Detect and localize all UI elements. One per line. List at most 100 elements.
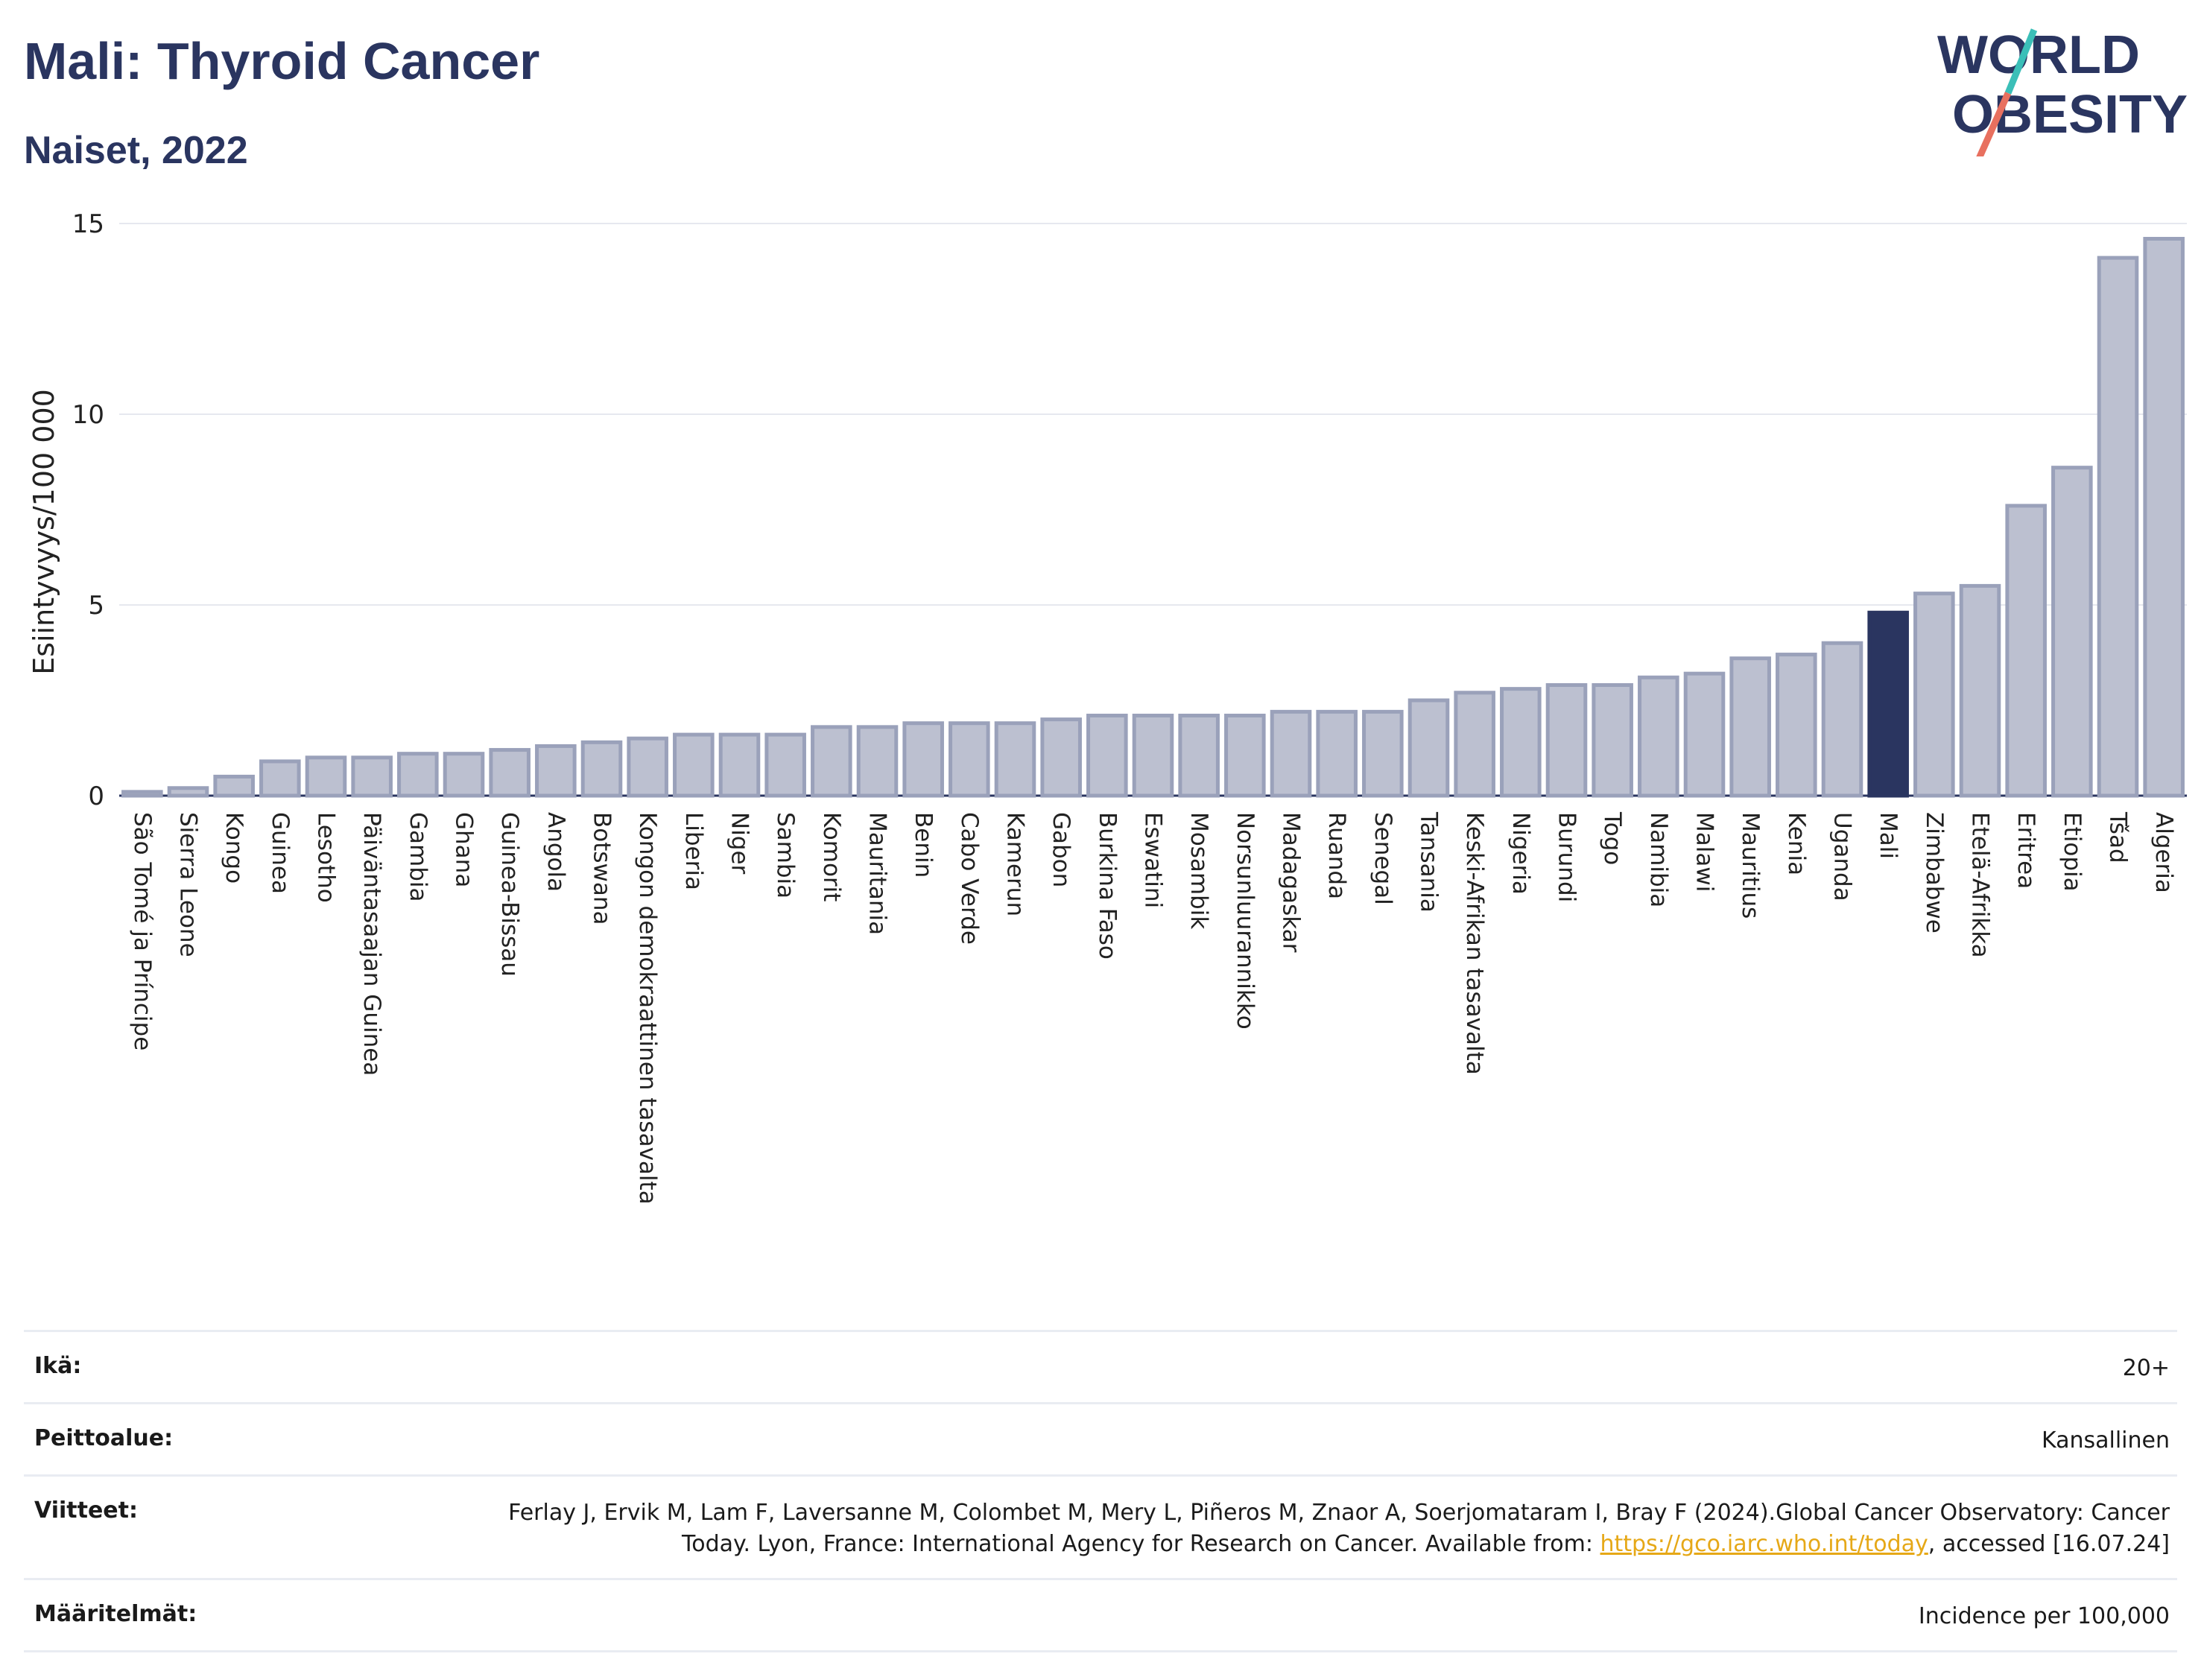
bar-cabo-verde [949, 721, 990, 798]
x-tick-label: Burundi [1554, 812, 1580, 902]
x-tick-label: Botswana [589, 812, 615, 925]
logo-slash-top [2004, 28, 2038, 95]
x-tick-label: Zimbabwe [1921, 812, 1948, 933]
bar-guinea-bissau [489, 748, 531, 798]
bar-eswatini [1132, 713, 1174, 798]
y-axis-ticks: 0 5 10 15 [72, 209, 104, 811]
x-tick-label: Nigeria [1507, 812, 1534, 895]
x-tick-label: Mauritania [864, 812, 891, 935]
x-tick-label: Burkina Faso [1094, 812, 1121, 960]
bar-zimbabwe [1913, 592, 1955, 798]
bar-ruanda [1316, 709, 1358, 798]
bar-burkina-faso [1086, 713, 1128, 798]
x-tick-label: Kenia [1783, 812, 1810, 875]
x-tick-label: Cabo Verde [956, 812, 983, 945]
x-tick-label: Benin [910, 812, 937, 878]
bar-nigeria [1500, 687, 1542, 798]
x-tick-label: Mosambik [1185, 812, 1212, 929]
bar-lesotho [305, 755, 347, 798]
bar-burundi [1545, 683, 1588, 798]
x-tick-label: Algeria [2150, 812, 2177, 893]
info-row-age: Ikä: 20+ [24, 1330, 2177, 1402]
x-tick-label: Mauritius [1737, 812, 1764, 919]
x-tick-label: Niger [726, 812, 753, 875]
x-tick-label: Sambia [772, 812, 799, 898]
bar-etelä-afrikka [1959, 583, 2001, 798]
bar-keski-afrikan-tasavalta [1454, 691, 1495, 798]
x-tick-label: Uganda [1829, 812, 1856, 901]
x-tick-label: Mali [1875, 812, 1901, 859]
bar-madagaskar [1270, 709, 1312, 798]
reference-link[interactable]: https://gco.iarc.who.int/today [1600, 1531, 1928, 1557]
bar-kongo [213, 774, 255, 798]
chart-bars [121, 236, 2185, 798]
x-tick-label: Etiopia [2059, 812, 2086, 892]
x-tick-label: Malawi [1691, 812, 1718, 892]
x-tick-label: Tšad [2105, 811, 2132, 863]
info-key-references: Viitteet: [34, 1497, 138, 1524]
bar-benin [902, 721, 944, 798]
x-tick-label: Keski-Afrikan tasavalta [1461, 812, 1488, 1075]
bar-algeria [2143, 236, 2185, 798]
x-tick-label: Togo [1599, 811, 1626, 865]
bar-mauritius [1729, 656, 1771, 798]
x-tick-label: Komorit [818, 812, 845, 901]
bar-namibia [1638, 675, 1679, 798]
x-tick-label: Madagaskar [1278, 812, 1305, 953]
x-tick-label: Eswatini [1140, 812, 1167, 908]
x-tick-label: Angola [542, 812, 569, 892]
bar-kenia [1776, 653, 1817, 798]
bar-niger [718, 732, 761, 798]
bar-mauritania [856, 725, 899, 798]
x-tick-label: Gabon [1048, 812, 1074, 887]
bar-senegal [1362, 709, 1404, 798]
bar-malawi [1683, 671, 1726, 798]
x-tick-label: Eritrea [2013, 812, 2039, 889]
bar-t-ad [2097, 256, 2139, 798]
info-key-definitions: Määritelmät: [34, 1601, 197, 1627]
reference-text: Ferlay J, Ervik M, Lam F, Laversanne M, … [508, 1500, 2170, 1557]
y-tick-label: 0 [88, 782, 104, 811]
y-axis-label: Esiintyvyys/100 000 [28, 389, 60, 675]
bar-s-o-tomé-ja-príncipe [121, 790, 163, 798]
info-table: Ikä: 20+ Peittoalue: Kansallinen Viittee… [24, 1330, 2177, 1652]
info-value-age: 20+ [2122, 1355, 2170, 1381]
bar-chart: 0 5 10 15 São Tomé ja Príncipe Sierra Leone K… [28, 209, 2187, 1205]
x-tick-label: Päiväntasaajan Guinea [358, 812, 385, 1076]
bar-liberia [673, 732, 715, 798]
world-obesity-logo: WORLD OBESITY [1937, 25, 2188, 156]
chart-title: Mali: Thyroid Cancer [24, 32, 540, 90]
bar-kongon-demokraattinen-tasavalta [627, 736, 668, 798]
bar-eritrea [2005, 504, 2047, 798]
bar-gabon [1040, 717, 1082, 798]
bar-botswana [580, 740, 623, 798]
x-tick-label: Etelä-Afrikka [1967, 812, 1994, 958]
bar-komorit [811, 725, 852, 798]
y-tick-label: 5 [88, 591, 104, 621]
bar-päiväntasaajan-guinea [351, 755, 393, 798]
bar-norsunluurannikko [1224, 713, 1266, 798]
bar-sambia [764, 732, 806, 798]
bar-guinea [259, 759, 301, 798]
x-tick-label: Liberia [680, 812, 707, 890]
bar-uganda [1821, 641, 1863, 798]
info-key-age: Ikä: [34, 1353, 82, 1379]
x-tick-label: Guinea-Bissau [496, 812, 523, 977]
x-tick-label: Kongon demokraattinen tasavalta [634, 812, 661, 1205]
info-key-coverage: Peittoalue: [34, 1425, 174, 1451]
bar-togo [1592, 683, 1633, 798]
x-tick-label: Kongo [221, 812, 247, 884]
x-tick-label: Kamerun [1002, 812, 1029, 916]
info-value-definitions: Incidence per 100,000 [1918, 1603, 2170, 1629]
chart-subtitle: Naiset, 2022 [24, 129, 248, 172]
bar-etiopia [2051, 466, 2093, 798]
x-tick-label: Gambia [405, 812, 431, 902]
info-row-definitions: Määritelmät: Incidence per 100,000 [24, 1578, 2177, 1652]
logo-slash-bottom [1976, 92, 2012, 156]
bar-angola [535, 744, 577, 798]
bar-gambia [397, 752, 439, 798]
x-tick-label: Ghana [451, 812, 478, 887]
x-tick-label: São Tomé ja Príncipe [129, 812, 156, 1050]
bar-sierra-leone [167, 786, 209, 798]
bar-ghana [443, 752, 485, 798]
